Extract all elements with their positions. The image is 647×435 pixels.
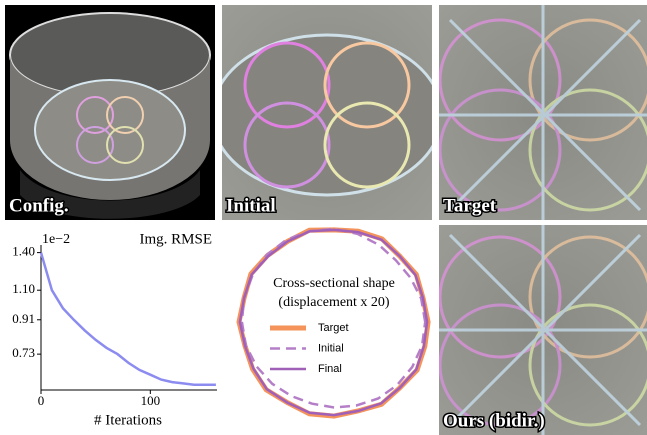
panel-label: Ours (bidir.)	[443, 410, 545, 431]
panel-label: Initial	[226, 195, 276, 216]
legend-label: Initial	[318, 342, 344, 354]
figure: Config. Initial Target Ours (bidir.) 1e−…	[0, 0, 647, 435]
y-tick-label: 1.10	[12, 281, 35, 296]
rmse-line	[41, 253, 216, 385]
chart-title: Cross-sectional shape	[273, 276, 395, 291]
target-image	[439, 5, 647, 220]
x-axis-label: # Iterations	[94, 412, 162, 428]
y-tick-label: 0.73	[12, 345, 35, 360]
chart-subtitle: (displacement x 20)	[278, 295, 390, 310]
axis-multiplier: 1e−2	[42, 232, 70, 247]
panel-label: Target	[443, 195, 497, 216]
ours-image	[439, 225, 647, 435]
initial-image	[212, 5, 442, 220]
y-tick-label: 1.40	[12, 244, 35, 259]
x-tick-label: 0	[38, 393, 45, 408]
config-image	[5, 5, 215, 220]
legend-label: Target	[318, 322, 349, 334]
y-tick-label: 0.91	[12, 311, 35, 326]
chart-title: Img. RMSE	[139, 231, 212, 247]
x-tick-label: 100	[141, 393, 161, 408]
legend-label: Final	[318, 363, 342, 375]
panel-label: Config.	[9, 195, 69, 216]
